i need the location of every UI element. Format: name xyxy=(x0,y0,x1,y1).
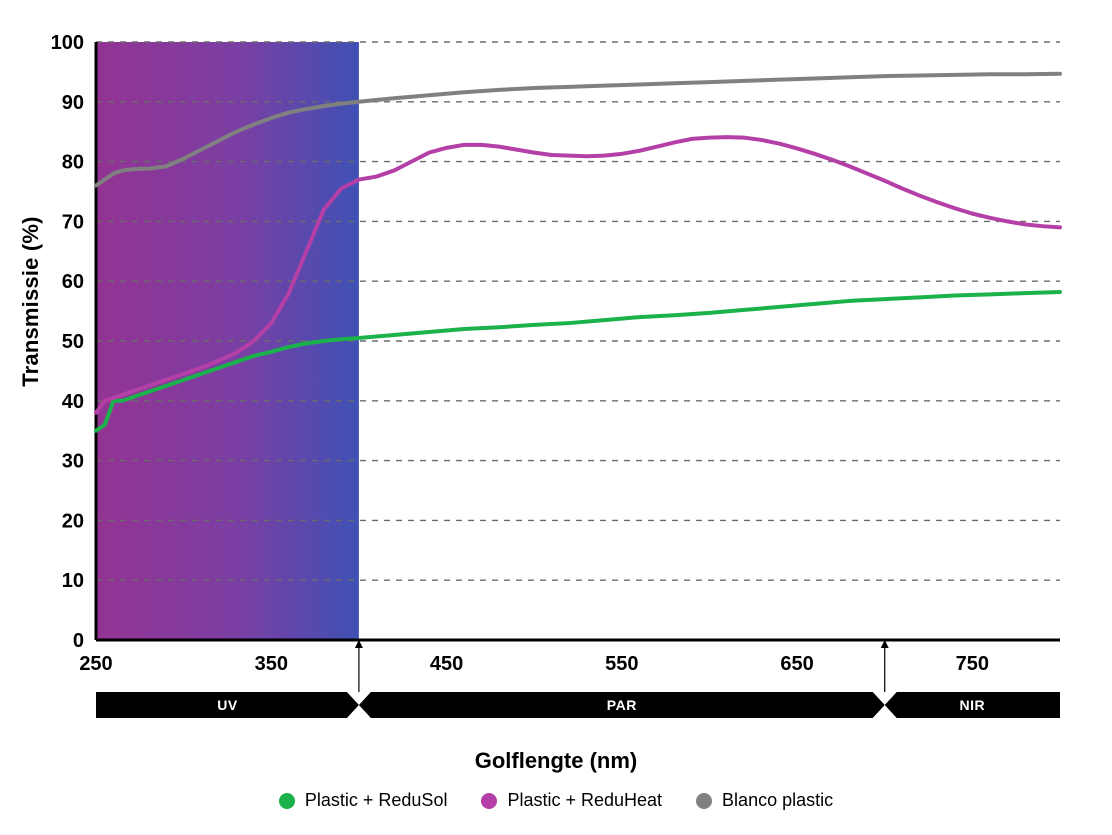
y-tick-label: 80 xyxy=(62,152,84,174)
x-axis-label: Golflengte (nm) xyxy=(0,748,1112,774)
y-tick-label: 30 xyxy=(62,451,84,473)
legend-label: Plastic + ReduSol xyxy=(305,790,448,811)
legend-item-redusol: Plastic + ReduSol xyxy=(279,790,448,811)
legend: Plastic + ReduSol Plastic + ReduHeat Blanc… xyxy=(0,790,1112,811)
x-tick-label: 750 xyxy=(956,653,989,675)
y-tick-label: 90 xyxy=(62,92,84,114)
y-tick-label: 70 xyxy=(62,211,84,233)
y-tick-label: 50 xyxy=(62,331,84,353)
legend-label: Plastic + ReduHeat xyxy=(507,790,662,811)
x-tick-label: 250 xyxy=(79,653,112,675)
legend-label: Blanco plastic xyxy=(722,790,833,811)
y-tick-label: 40 xyxy=(62,391,84,413)
region-label-par: PAR xyxy=(607,697,637,713)
x-tick-label: 450 xyxy=(430,653,463,675)
y-tick-label: 20 xyxy=(62,510,84,532)
x-tick-label: 650 xyxy=(780,653,813,675)
legend-dot xyxy=(481,793,497,809)
transmission-chart: 0 10 20 30 40 50 60 70 80 90 100 250 350 450 550 650 750… xyxy=(0,0,1112,835)
x-tick-label: 550 xyxy=(605,653,638,675)
legend-dot xyxy=(696,793,712,809)
chart-svg: 0 10 20 30 40 50 60 70 80 90 100 250 350 450 550 650 750… xyxy=(0,0,1112,835)
y-tick-label: 60 xyxy=(62,271,84,293)
region-label-uv: UV xyxy=(217,697,238,713)
legend-item-reduheat: Plastic + ReduHeat xyxy=(481,790,662,811)
x-tick-label: 350 xyxy=(255,653,288,675)
legend-item-blanco: Blanco plastic xyxy=(696,790,833,811)
y-tick-label: 0 xyxy=(73,630,84,652)
y-tick-label: 100 xyxy=(51,32,84,54)
legend-dot xyxy=(279,793,295,809)
y-tick-label: 10 xyxy=(62,570,84,592)
y-axis-label: Transmissie (%) xyxy=(18,216,44,387)
region-label-nir: NIR xyxy=(960,697,986,713)
